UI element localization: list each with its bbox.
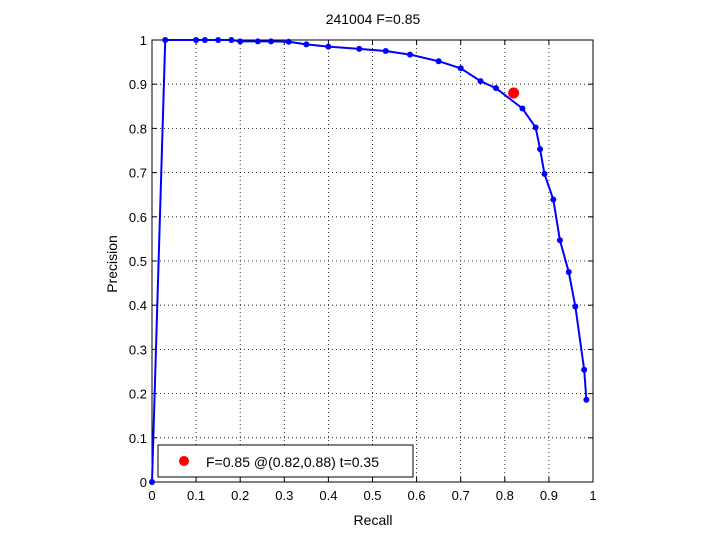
x-tick-label: 0.5 bbox=[363, 488, 381, 503]
y-tick-label: 0.9 bbox=[129, 77, 147, 92]
data-point bbox=[382, 48, 389, 55]
chart-title: 241004 F=0.85 bbox=[326, 11, 421, 27]
data-point bbox=[477, 78, 484, 85]
legend-label: F=0.85 @(0.82,0.88) t=0.35 bbox=[206, 454, 379, 470]
data-point bbox=[356, 45, 363, 52]
data-point bbox=[492, 85, 499, 92]
data-point bbox=[215, 37, 222, 43]
data-point bbox=[532, 124, 539, 131]
best-f-point bbox=[508, 87, 520, 99]
y-tick-label: 0.4 bbox=[129, 298, 147, 313]
x-tick-label: 0.9 bbox=[540, 488, 558, 503]
data-point bbox=[162, 37, 169, 43]
data-point bbox=[556, 237, 563, 244]
x-tick-label: 0.1 bbox=[187, 488, 205, 503]
x-tick-label: 0.8 bbox=[496, 488, 514, 503]
y-tick-label: 0.5 bbox=[129, 254, 147, 269]
data-point bbox=[325, 43, 332, 50]
series-layer bbox=[149, 37, 590, 485]
data-point bbox=[268, 38, 275, 45]
y-tick-label: 0.7 bbox=[129, 166, 147, 181]
data-point bbox=[572, 303, 579, 310]
x-tick-label: 0.7 bbox=[452, 488, 470, 503]
best-point-layer bbox=[508, 87, 520, 99]
axis-ticks: 0 0.1 0.2 0.3 0.4 0.5 0.6 0.7 0.8 0.9 1 0 0.1 0.2 0.3 0… bbox=[129, 33, 597, 503]
legend-box bbox=[157, 444, 414, 478]
data-point bbox=[406, 51, 413, 58]
data-point bbox=[303, 41, 310, 48]
data-point bbox=[583, 396, 590, 403]
x-tick-label: 0.4 bbox=[319, 488, 337, 503]
grid bbox=[152, 40, 593, 482]
data-point bbox=[565, 269, 572, 276]
y-tick-label: 0.2 bbox=[129, 387, 147, 402]
legend: F=0.85 @(0.82,0.88) t=0.35 bbox=[157, 444, 414, 478]
data-point bbox=[550, 196, 557, 203]
data-point bbox=[537, 146, 544, 153]
data-point bbox=[228, 37, 235, 43]
data-point bbox=[201, 37, 208, 43]
data-point bbox=[285, 38, 292, 45]
data-point bbox=[541, 170, 548, 177]
data-point bbox=[254, 38, 261, 45]
x-tick-label: 0.3 bbox=[275, 488, 293, 503]
x-tick-label: 0.6 bbox=[408, 488, 426, 503]
x-tick-label: 1 bbox=[589, 488, 596, 503]
data-point bbox=[519, 105, 526, 112]
data-point bbox=[457, 65, 464, 72]
data-point bbox=[581, 366, 588, 373]
data-point bbox=[435, 58, 442, 65]
x-tick-label: 0.2 bbox=[231, 488, 249, 503]
x-tick-label: 0 bbox=[148, 488, 155, 503]
x-axis-label: Recall bbox=[354, 512, 393, 528]
data-point bbox=[149, 479, 155, 485]
y-axis-label: Precision bbox=[104, 235, 120, 293]
y-tick-label: 0.6 bbox=[129, 210, 147, 225]
y-tick-label: 0.1 bbox=[129, 431, 147, 446]
data-point bbox=[237, 38, 244, 45]
data-point bbox=[193, 37, 200, 43]
legend-marker-best-point bbox=[179, 456, 189, 466]
y-tick-label: 0.8 bbox=[129, 121, 147, 136]
y-tick-label: 0.3 bbox=[129, 342, 147, 357]
y-tick-label: 1 bbox=[140, 33, 147, 48]
y-tick-label: 0 bbox=[140, 475, 147, 490]
